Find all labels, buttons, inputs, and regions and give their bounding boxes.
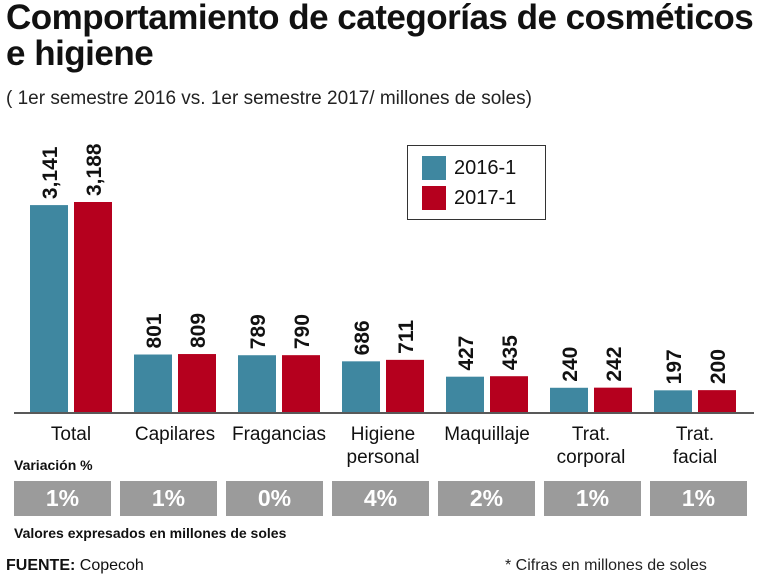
category-label: Trat. bbox=[676, 424, 714, 445]
legend-swatch-2016 bbox=[422, 156, 446, 180]
variation-box: 4% bbox=[332, 481, 429, 516]
variation-label: Variación % bbox=[14, 457, 93, 473]
bar-2017-1-2 bbox=[282, 355, 320, 412]
category-label: facial bbox=[673, 447, 717, 468]
category-label: Fragancias bbox=[232, 424, 326, 445]
legend-item-2017: 2017-1 bbox=[422, 186, 516, 210]
value-label: 242 bbox=[603, 347, 626, 382]
value-label: 240 bbox=[559, 347, 582, 382]
units-note: Valores expresados en millones de soles bbox=[14, 525, 287, 541]
value-label: 427 bbox=[455, 336, 478, 371]
bar-2017-1-1 bbox=[178, 354, 216, 412]
category-label: Trat. bbox=[572, 424, 610, 445]
legend-item-2016: 2016-1 bbox=[422, 156, 516, 180]
category-label: Total bbox=[51, 424, 91, 445]
footnote: * Cifras en millones de soles bbox=[505, 557, 707, 574]
variation-box: 1% bbox=[544, 481, 641, 516]
bar-2016-1-5 bbox=[550, 387, 588, 412]
legend-swatch-2017 bbox=[422, 186, 446, 210]
chart-title: Comportamiento de categorías de cosmétic… bbox=[6, 0, 754, 73]
chart-subtitle: ( 1er semestre 2016 vs. 1er semestre 201… bbox=[6, 88, 532, 109]
value-label: 435 bbox=[499, 335, 522, 370]
variation-box: 0% bbox=[226, 481, 323, 516]
legend-label-2016: 2016-1 bbox=[454, 156, 517, 179]
category-label: Maquillaje bbox=[444, 424, 530, 445]
bar-2016-1-4 bbox=[446, 376, 484, 412]
bar-2017-1-4 bbox=[490, 376, 528, 412]
variation-box: 1% bbox=[120, 481, 217, 516]
value-label: 686 bbox=[351, 320, 374, 355]
variation-box: 1% bbox=[14, 481, 111, 516]
bar-2017-1-5 bbox=[594, 387, 632, 412]
value-label: 200 bbox=[707, 349, 730, 384]
bar-2016-1-3 bbox=[342, 361, 380, 412]
bar-chart: 3,141 3,188 Total 801 809 Capilares 789 790 Frag… bbox=[14, 143, 754, 468]
bar-2016-1-0 bbox=[30, 205, 68, 412]
variation-box: 2% bbox=[438, 481, 535, 516]
category-label: corporal bbox=[557, 447, 626, 468]
legend-label-2017: 2017-1 bbox=[454, 186, 517, 209]
source-label: FUENTE: bbox=[6, 557, 76, 574]
bar-2017-1-6 bbox=[698, 390, 736, 412]
value-label: 809 bbox=[187, 313, 210, 348]
value-label: 197 bbox=[663, 349, 686, 384]
source: FUENTE: Copecoh bbox=[6, 557, 144, 575]
category-label: Capilares bbox=[135, 424, 215, 445]
value-label: 801 bbox=[143, 313, 166, 348]
value-label: 790 bbox=[291, 314, 314, 349]
value-label: 711 bbox=[395, 320, 418, 354]
value-label: 3,141 bbox=[39, 146, 62, 199]
bar-2016-1-2 bbox=[238, 355, 276, 412]
source-value: Copecoh bbox=[79, 557, 144, 574]
category-label: personal bbox=[347, 447, 420, 468]
category-label: Higiene bbox=[351, 424, 415, 445]
variation-box: 1% bbox=[650, 481, 747, 516]
value-label: 3,188 bbox=[83, 143, 106, 196]
bar-2016-1-1 bbox=[134, 354, 172, 412]
legend: 2016-1 2017-1 bbox=[407, 145, 546, 220]
bar-2017-1-3 bbox=[386, 359, 424, 412]
bar-2017-1-0 bbox=[74, 202, 112, 412]
value-label: 789 bbox=[247, 314, 270, 349]
bar-2016-1-6 bbox=[654, 390, 692, 412]
